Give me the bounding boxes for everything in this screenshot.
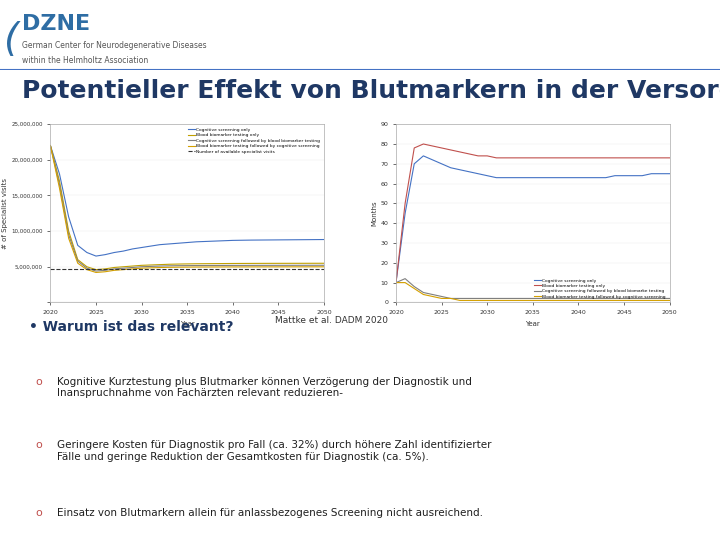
Text: within the Helmholtz Association: within the Helmholtz Association <box>22 56 148 65</box>
Text: German Center for Neurodegenerative Diseases: German Center for Neurodegenerative Dise… <box>22 40 206 50</box>
Text: Geringere Kosten für Diagnostik pro Fall (ca. 32%) durch höhere Zahl identifizie: Geringere Kosten für Diagnostik pro Fall… <box>56 440 491 462</box>
Text: Kognitive Kurztestung plus Blutmarker können Verzögerung der Diagnostik und
Inan: Kognitive Kurztestung plus Blutmarker kö… <box>56 377 472 399</box>
Text: DZNE: DZNE <box>22 14 90 34</box>
Text: Mattke et al. DADM 2020: Mattke et al. DADM 2020 <box>275 316 387 325</box>
Text: o: o <box>35 377 42 387</box>
Legend: Cognitive screening only, Blood biomarker testing only, Cognitive screening foll: Cognitive screening only, Blood biomarke… <box>533 277 667 300</box>
Text: o: o <box>35 440 42 450</box>
Text: o: o <box>35 508 42 518</box>
X-axis label: Year: Year <box>180 321 194 327</box>
Y-axis label: Months: Months <box>372 200 378 226</box>
Text: • Warum ist das relevant?: • Warum ist das relevant? <box>29 320 233 334</box>
Y-axis label: # of Specialist visits: # of Specialist visits <box>2 178 9 249</box>
Legend: Cognitive screening only, Blood biomarker testing only, Cognitive screening foll: Cognitive screening only, Blood biomarke… <box>186 126 322 155</box>
Text: Einsatz von Blutmarkern allein für anlassbezogenes Screening nicht ausreichend.: Einsatz von Blutmarkern allein für anlas… <box>56 508 482 518</box>
X-axis label: Year: Year <box>526 321 540 327</box>
Text: (: ( <box>4 21 19 59</box>
Text: Potentieller Effekt von Blutmarkern in der Versorgung: Potentieller Effekt von Blutmarkern in d… <box>22 79 720 103</box>
